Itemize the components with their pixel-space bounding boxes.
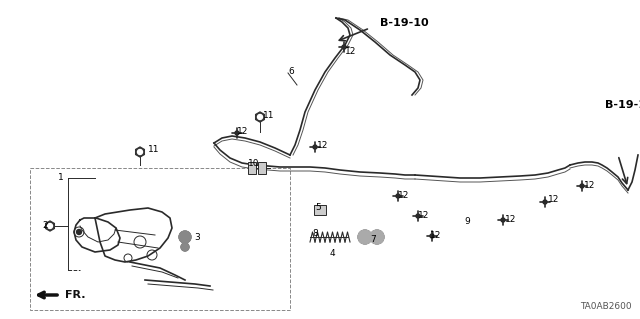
Circle shape xyxy=(179,231,191,243)
Text: B-19-10: B-19-10 xyxy=(605,100,640,110)
Circle shape xyxy=(313,145,317,149)
Circle shape xyxy=(235,131,239,135)
Text: 7: 7 xyxy=(370,235,376,244)
Text: 12: 12 xyxy=(584,181,595,189)
Text: 12: 12 xyxy=(430,231,442,240)
Text: 12: 12 xyxy=(317,142,328,151)
Circle shape xyxy=(47,224,52,228)
Text: 12: 12 xyxy=(418,211,429,219)
Bar xyxy=(248,162,256,174)
Circle shape xyxy=(396,194,400,198)
Text: 5: 5 xyxy=(315,203,321,211)
Circle shape xyxy=(501,218,505,222)
Text: 4: 4 xyxy=(330,249,335,257)
Text: 8: 8 xyxy=(312,228,317,238)
Text: 3: 3 xyxy=(194,233,200,241)
Circle shape xyxy=(358,230,372,244)
Text: 12: 12 xyxy=(505,216,516,225)
Text: 12: 12 xyxy=(345,48,356,56)
Circle shape xyxy=(77,229,81,234)
Text: 12: 12 xyxy=(548,196,559,204)
Text: 9: 9 xyxy=(464,218,470,226)
Bar xyxy=(30,168,290,310)
Circle shape xyxy=(543,200,547,204)
Text: 1: 1 xyxy=(58,174,64,182)
Text: 11: 11 xyxy=(148,145,159,153)
Circle shape xyxy=(370,230,384,244)
Text: 11: 11 xyxy=(263,112,275,121)
Circle shape xyxy=(138,150,143,154)
Circle shape xyxy=(181,243,189,251)
Circle shape xyxy=(342,45,346,49)
Circle shape xyxy=(580,184,584,188)
Text: 10: 10 xyxy=(248,159,259,167)
Circle shape xyxy=(430,234,434,238)
Text: 12: 12 xyxy=(398,190,410,199)
Circle shape xyxy=(257,115,262,120)
Circle shape xyxy=(416,214,420,218)
Text: 12: 12 xyxy=(237,128,248,137)
Text: 6: 6 xyxy=(288,68,294,77)
Text: B-19-10: B-19-10 xyxy=(380,18,429,28)
Bar xyxy=(314,205,326,215)
Text: TA0AB2600: TA0AB2600 xyxy=(580,302,632,311)
Text: 2: 2 xyxy=(42,220,47,229)
Text: FR.: FR. xyxy=(65,290,86,300)
Bar xyxy=(258,162,266,174)
